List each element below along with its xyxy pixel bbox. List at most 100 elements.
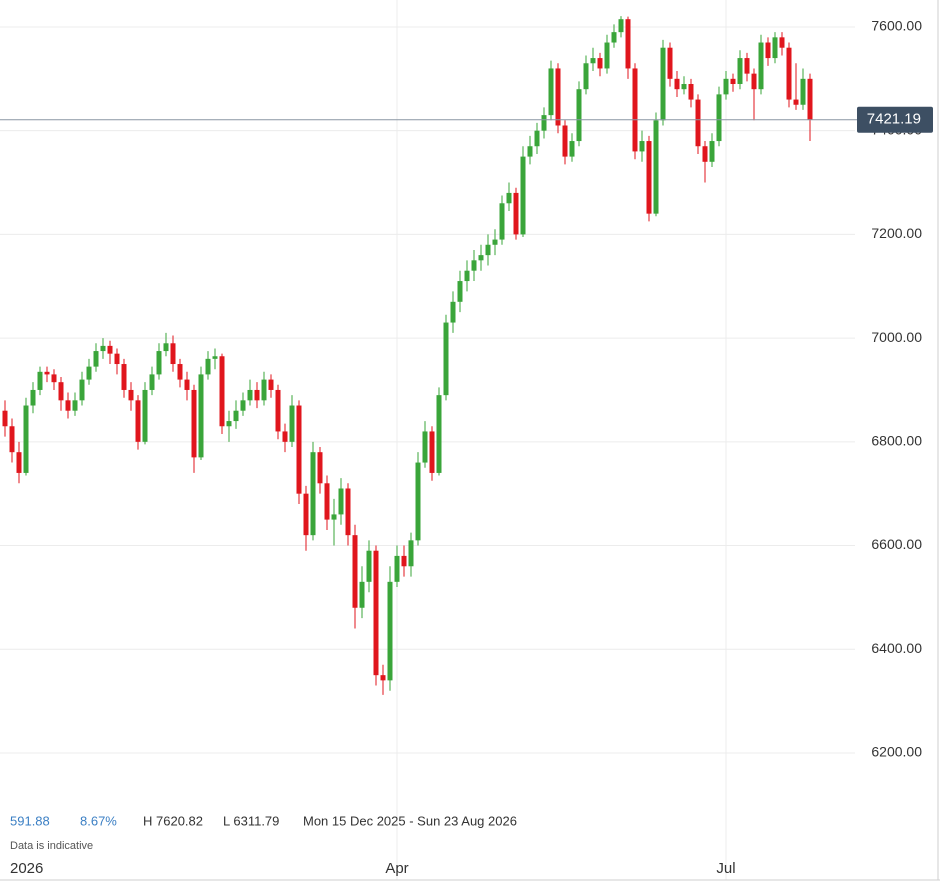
candle-body [807,78,813,120]
candle-body [44,371,50,375]
candle-body [611,32,617,43]
candle-body [380,675,386,681]
candle-body [65,400,71,411]
candle-body [450,301,456,323]
candle-body [639,141,645,152]
candle-body [576,89,582,142]
candle-body [296,405,302,494]
candle-body [723,78,729,95]
candle-body [331,514,337,520]
candle-body [779,37,785,48]
candle-body [254,389,260,401]
candle-body [128,389,134,401]
candle-body [345,488,351,536]
candle-body [457,281,463,302]
candle-body [114,353,120,365]
candle-body [534,130,540,147]
candle-body [464,270,470,282]
candle-body [695,99,701,147]
candle-body [548,68,554,116]
candle-body [100,345,106,352]
candle-body [107,345,113,354]
candle-body [415,462,421,541]
candle-body [177,364,183,380]
candle-body [184,379,190,390]
note: Data is indicative [10,840,93,852]
candle-body [212,356,218,359]
candle-body [772,37,778,59]
last-price-box [857,106,933,133]
candle-body [366,550,372,582]
candle-body [149,374,155,390]
candle-body [86,366,92,380]
candle-body [716,94,722,142]
candle-body [352,535,358,608]
candle-body [2,410,8,427]
candle-body [37,371,43,390]
candle-body [765,42,771,59]
candle-body [513,192,519,235]
candle-body [646,141,652,214]
candle-body [142,389,148,442]
candle-body [72,400,78,411]
candle-body [121,364,127,390]
candle-body [660,47,666,121]
candle-body [590,58,596,64]
candle-body [758,42,764,90]
candle-body [688,84,694,100]
y-tick-label: 6200.00 [871,744,922,760]
candle-body [793,99,799,105]
candle-body [401,555,407,567]
candle-body [282,431,288,442]
candle-body [240,400,246,411]
candle-body [625,19,631,69]
candle-body [744,58,750,74]
candle-body [324,483,330,520]
candle-body [268,379,274,390]
candle-body [555,68,561,126]
candle-body [471,260,477,271]
candle-body [310,452,316,536]
candle-body [226,421,232,427]
candle-body [373,550,379,676]
candle-body [408,540,414,567]
candle-body [667,47,673,79]
change: 591.88 [10,813,50,828]
y-tick-label: 7000.00 [871,329,922,345]
candle-body [233,410,239,422]
candle-body [51,374,57,383]
candle-body [191,389,197,458]
candle-body [198,374,204,458]
candle-body [562,125,568,157]
candle-body [478,255,484,261]
candle-body [422,431,428,463]
candle-body [93,351,99,367]
x-tick-label: Jul [716,860,735,877]
candle-body [247,389,253,401]
candle-body [485,244,491,256]
y-tick-label: 6400.00 [871,640,922,656]
candle-body [583,63,589,90]
last-price-label: 7421.19 [867,111,921,128]
candle-body [618,19,624,33]
candle-body [219,356,225,427]
candle-body [520,156,526,235]
candle-body [338,488,344,515]
candle-body [30,389,36,406]
candle-body [569,141,575,157]
candle-body [492,239,498,245]
candle-body [653,120,659,214]
change-pct: 8.67% [80,813,117,828]
candle-body [541,115,547,131]
candle-body [786,47,792,100]
candle-body [359,581,365,608]
candle-body [170,343,176,365]
candle-body [58,382,64,401]
y-tick-label: 6800.00 [871,433,922,449]
candle-body [709,141,715,162]
candle-body [79,379,85,401]
candle-body [156,351,162,375]
x-tick-label: 2026 [10,860,43,877]
candle-body [275,389,281,432]
